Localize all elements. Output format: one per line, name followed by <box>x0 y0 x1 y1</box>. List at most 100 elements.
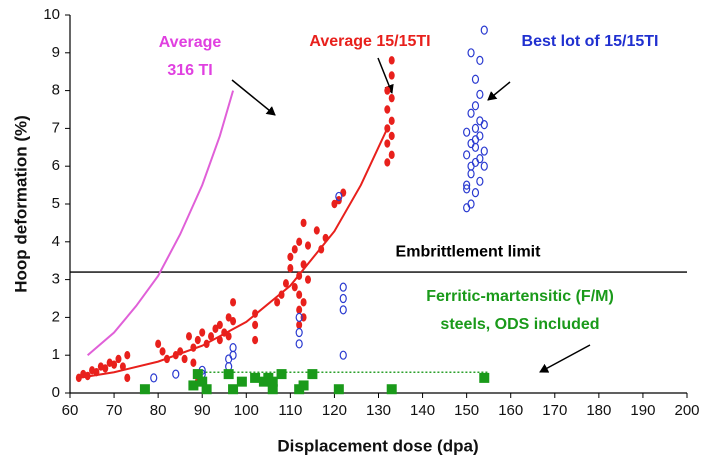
data-point <box>190 358 197 367</box>
data-point <box>471 188 480 198</box>
data-point <box>339 282 347 292</box>
data-point <box>236 376 247 387</box>
y-tick-label: 2 <box>52 308 60 325</box>
x-tick-label: 90 <box>194 402 211 419</box>
data-point <box>388 150 395 160</box>
data-point <box>75 373 82 383</box>
data-point <box>388 131 395 141</box>
data-point <box>216 335 223 345</box>
y-tick-label: 3 <box>52 271 60 288</box>
y-tick-label: 4 <box>52 233 60 250</box>
data-point <box>480 161 488 171</box>
data-point <box>192 369 203 380</box>
data-point <box>188 380 199 391</box>
x-tick-label: 70 <box>106 402 123 419</box>
data-point <box>212 324 219 333</box>
data-point <box>181 354 188 364</box>
data-point <box>331 199 338 209</box>
data-point <box>296 237 303 246</box>
data-point <box>150 373 158 383</box>
data-point <box>250 372 261 383</box>
data-point <box>467 169 475 179</box>
data-point <box>84 371 91 381</box>
data-point <box>282 279 289 288</box>
data-point <box>229 343 237 353</box>
data-point <box>467 108 475 118</box>
data-point <box>201 384 212 395</box>
data-point <box>291 245 298 254</box>
x-tick-label: 100 <box>234 402 259 419</box>
data-point <box>267 376 278 387</box>
data-point <box>230 298 237 307</box>
annotation: Average 15/15TI <box>309 33 430 50</box>
data-point <box>300 298 307 307</box>
data-point <box>119 362 126 371</box>
data-point <box>388 116 395 126</box>
data-point <box>386 384 397 395</box>
data-point <box>216 320 223 330</box>
data-point <box>384 86 391 95</box>
y-axis-title: Hoop deformation (%) <box>11 115 30 293</box>
data-point <box>221 328 228 337</box>
data-point <box>111 360 118 369</box>
data-point <box>291 282 298 292</box>
data-point <box>471 101 480 111</box>
data-point <box>339 305 347 315</box>
data-point <box>463 150 471 160</box>
x-axis-title: Displacement dose (dpa) <box>277 436 478 455</box>
data-point <box>225 313 232 322</box>
data-point <box>223 369 234 380</box>
y-tick-label: 1 <box>52 346 60 363</box>
data-point <box>159 347 166 356</box>
data-point <box>274 298 281 307</box>
data-point <box>467 161 475 171</box>
fit-curve <box>86 90 235 356</box>
data-point <box>228 384 239 395</box>
y-tick-label: 10 <box>43 6 60 23</box>
data-point <box>252 320 259 330</box>
y-tick-label: 6 <box>52 157 60 174</box>
data-point <box>155 339 162 349</box>
data-point <box>296 271 303 281</box>
annotation: Average <box>159 34 222 51</box>
data-point <box>287 264 294 273</box>
data-point <box>300 260 307 269</box>
annotation: Best lot of 15/15TI <box>522 33 659 50</box>
x-tick-label: 120 <box>322 402 347 419</box>
data-point <box>339 293 347 304</box>
data-point <box>333 384 344 395</box>
x-tick-label: 80 <box>150 402 167 419</box>
data-point <box>93 368 100 377</box>
data-point <box>463 184 471 194</box>
data-point <box>467 48 475 58</box>
arrow <box>539 344 591 373</box>
x-tick-label: 170 <box>542 402 567 419</box>
x-tick-label: 160 <box>498 402 523 419</box>
data-point <box>296 320 303 330</box>
data-point <box>313 226 320 235</box>
x-tick-label: 130 <box>366 402 391 419</box>
data-point <box>322 233 329 243</box>
data-point <box>124 373 131 383</box>
data-point <box>295 327 303 338</box>
arrow <box>231 79 276 116</box>
data-point <box>230 316 237 326</box>
data-point <box>185 332 192 341</box>
data-point <box>384 158 391 167</box>
data-point <box>480 146 488 156</box>
data-point <box>295 339 303 349</box>
data-point <box>267 384 278 395</box>
data-point <box>190 343 197 352</box>
data-point <box>463 127 471 137</box>
data-point <box>471 135 480 145</box>
data-point <box>384 105 391 114</box>
annotation: Ferritic-martensitic (F/M) <box>426 288 614 305</box>
x-tick-label: 60 <box>62 402 79 419</box>
data-point <box>115 354 122 364</box>
data-point <box>384 139 391 148</box>
data-point <box>463 180 471 190</box>
data-point <box>388 71 395 80</box>
x-tick-label: 180 <box>586 402 611 419</box>
